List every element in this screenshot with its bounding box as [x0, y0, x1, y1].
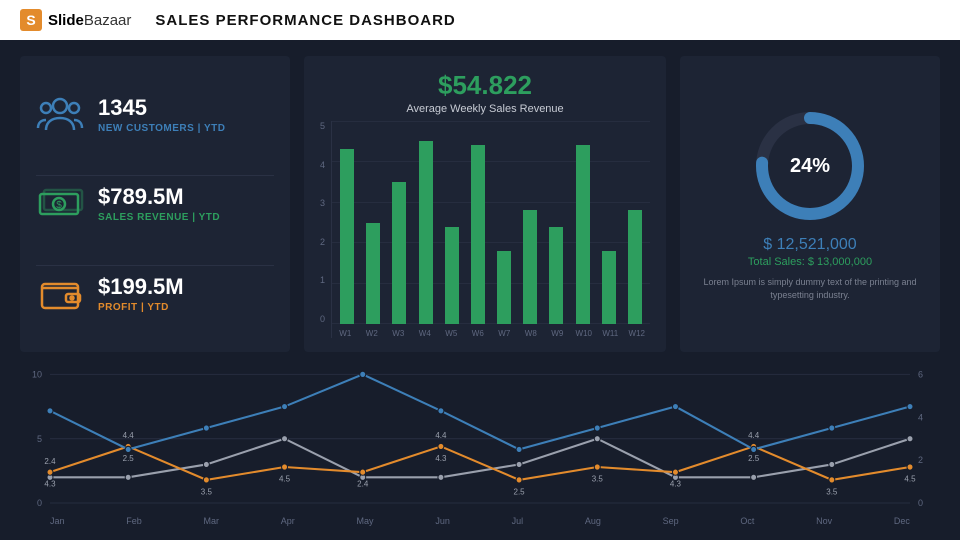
- line-chart-panel: 0 5 10 0 2 4 6 2.4 4.4 4.4 4.4 4.3 2.5 3.5 4.5 2.4 4.3 2.…: [20, 364, 940, 530]
- bar: [576, 145, 590, 324]
- kpi-label: SALES REVENUE | YTD: [98, 212, 220, 223]
- page-header: S SlideBazaar SALES PERFORMANCE DASHBOAR…: [0, 0, 960, 40]
- svg-text:2.4: 2.4: [357, 480, 369, 489]
- kpi-customers: 1345 NEW CUSTOMERS | YTD: [36, 86, 274, 142]
- bar: [523, 210, 537, 324]
- svg-text:2: 2: [918, 455, 923, 465]
- svg-text:4: 4: [918, 412, 923, 422]
- bar: [445, 227, 459, 324]
- bar-yaxis: 543210: [320, 121, 331, 338]
- bar-chart-amount: $54.822: [320, 70, 650, 101]
- svg-text:2.4: 2.4: [44, 457, 56, 466]
- kpi-profit: $199.5M PROFIT | YTD: [36, 265, 274, 322]
- bar-chart-subtitle: Average Weekly Sales Revenue: [320, 103, 650, 115]
- page-title: SALES PERFORMANCE DASHBOARD: [155, 12, 455, 29]
- bar: [602, 251, 616, 324]
- bar: [497, 251, 511, 324]
- svg-text:4.4: 4.4: [748, 431, 760, 440]
- wallet-icon: [36, 274, 84, 314]
- donut-description: Lorem Ipsum is simply dummy text of the …: [696, 276, 924, 301]
- kpi-value: $789.5M: [98, 184, 220, 210]
- kpi-value: $199.5M: [98, 274, 184, 300]
- kpi-revenue: $ $789.5M SALES REVENUE | YTD: [36, 175, 274, 232]
- donut-sub-value: Total Sales: $ 13,000,000: [748, 256, 872, 268]
- bar-chart-panel: $54.822 Average Weekly Sales Revenue 543…: [304, 56, 666, 352]
- donut-panel: 24% $ 12,521,000 Total Sales: $ 13,000,0…: [680, 56, 940, 352]
- svg-text:4.3: 4.3: [44, 480, 56, 489]
- donut-percent: 24%: [750, 106, 870, 226]
- svg-text:0: 0: [37, 498, 42, 508]
- svg-text:4.3: 4.3: [435, 454, 447, 463]
- kpi-label: PROFIT | YTD: [98, 302, 184, 313]
- kpi-panel: 1345 NEW CUSTOMERS | YTD $ $789.5M SALES…: [20, 56, 290, 352]
- logo-text: SlideBazaar: [48, 12, 131, 29]
- kpi-label: NEW CUSTOMERS | YTD: [98, 123, 226, 134]
- svg-text:3.5: 3.5: [592, 474, 604, 483]
- svg-text:4.4: 4.4: [123, 431, 135, 440]
- svg-text:4.5: 4.5: [279, 474, 291, 483]
- line-chart: 0 5 10 0 2 4 6 2.4 4.4 4.4 4.4 4.3 2.5 3.5 4.5 2.4 4.3 2.…: [20, 364, 940, 530]
- bar-chart: 543210 W1W2W3W4W5W6W7W8W9W10W11W12: [320, 121, 650, 338]
- svg-text:4.5: 4.5: [904, 474, 916, 483]
- svg-text:6: 6: [918, 369, 923, 379]
- svg-text:3.5: 3.5: [201, 487, 213, 496]
- svg-text:10: 10: [32, 369, 42, 379]
- svg-text:4.3: 4.3: [670, 480, 682, 489]
- svg-text:2.5: 2.5: [123, 454, 135, 463]
- bar: [471, 145, 485, 324]
- dashboard: 1345 NEW CUSTOMERS | YTD $ $789.5M SALES…: [0, 40, 960, 540]
- logo-icon: S: [20, 9, 42, 31]
- donut-chart: 24%: [750, 106, 870, 226]
- top-row: 1345 NEW CUSTOMERS | YTD $ $789.5M SALES…: [20, 56, 940, 352]
- svg-text:2.5: 2.5: [748, 454, 760, 463]
- people-icon: [36, 94, 84, 134]
- svg-text:4.4: 4.4: [435, 431, 447, 440]
- line-xaxis: JanFebMarAprMayJunJulAugSepOctNovDec: [50, 516, 910, 526]
- cash-icon: $: [36, 184, 84, 224]
- line-series-orange: [50, 446, 910, 479]
- kpi-value: 1345: [98, 95, 226, 121]
- svg-text:0: 0: [918, 498, 923, 508]
- bar: [549, 227, 563, 324]
- bar: [419, 141, 433, 324]
- bar: [628, 210, 642, 324]
- bar-xaxis: W1W2W3W4W5W6W7W8W9W10W11W12: [332, 329, 650, 338]
- bar: [366, 223, 380, 325]
- donut-main-value: $ 12,521,000: [763, 236, 856, 254]
- svg-text:3.5: 3.5: [826, 487, 838, 496]
- bar: [340, 149, 354, 324]
- bar: [392, 182, 406, 324]
- svg-text:$: $: [56, 200, 62, 211]
- svg-text:5: 5: [37, 434, 42, 444]
- line-series-blue: [50, 374, 910, 449]
- svg-text:2.5: 2.5: [514, 487, 526, 496]
